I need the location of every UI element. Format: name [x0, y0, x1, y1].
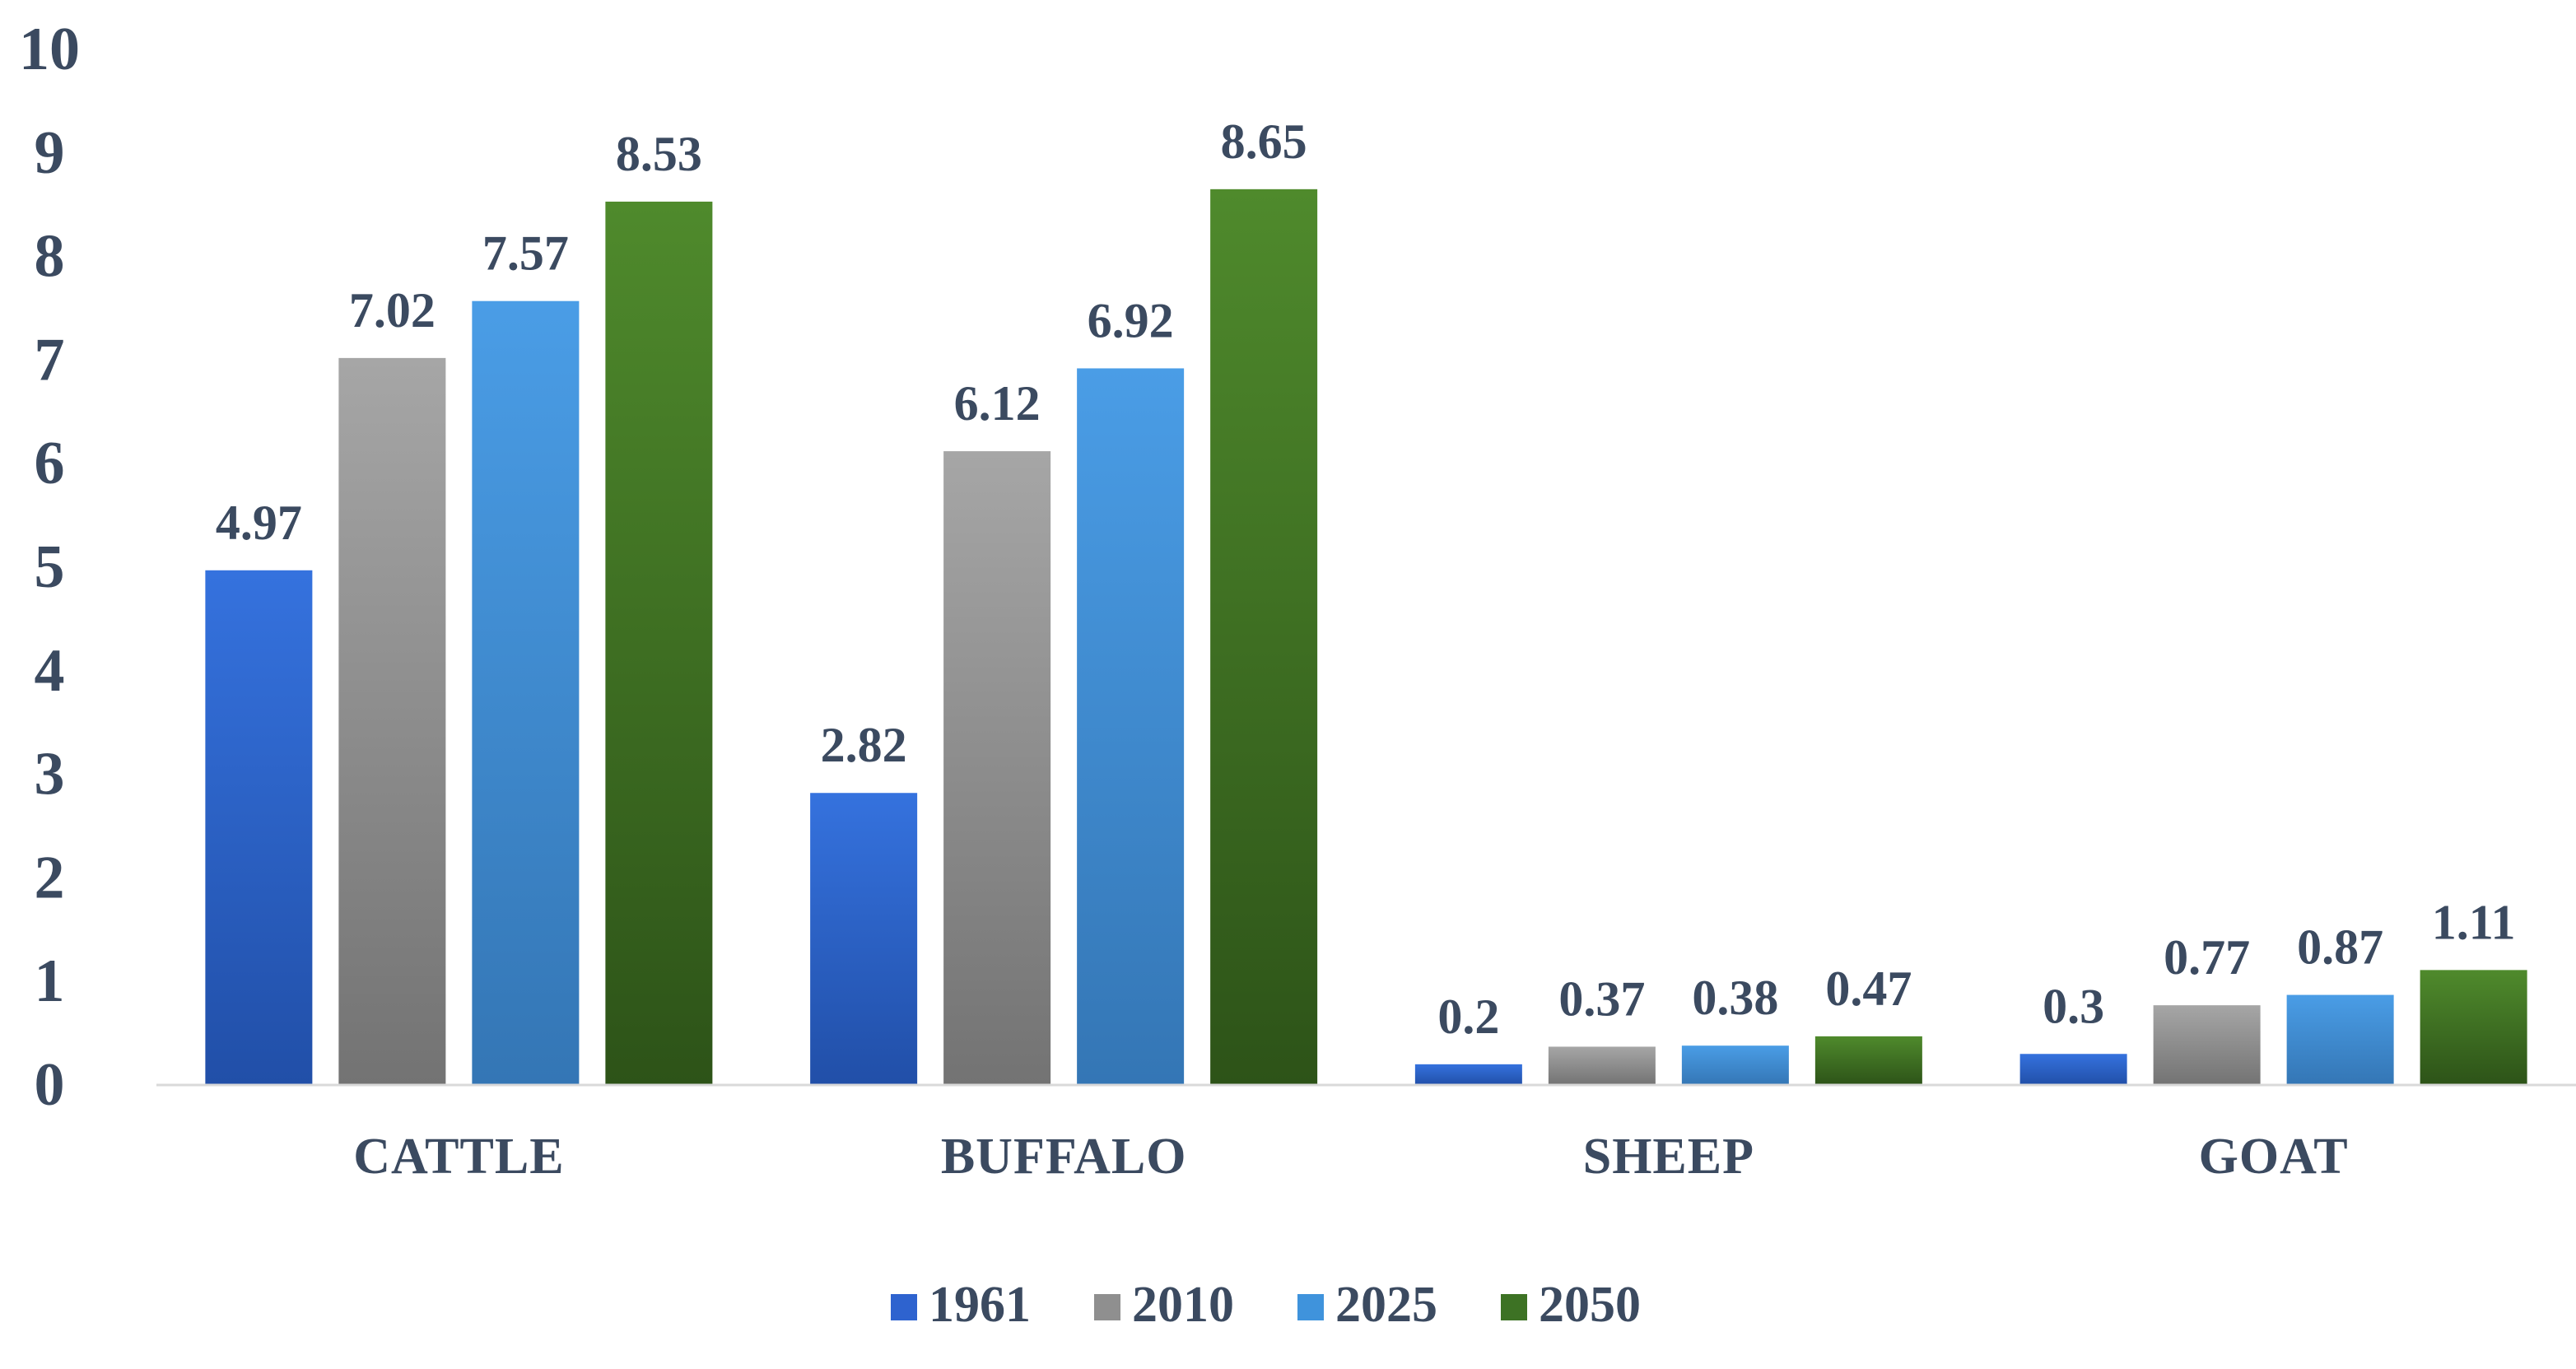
- bar-buffalo-1961: [810, 793, 918, 1085]
- y-tick-label: 2: [35, 844, 65, 911]
- y-tick-label: 3: [35, 741, 65, 808]
- bar-sheep-2025: [1681, 1045, 1789, 1085]
- bar-sheep-1961: [1414, 1064, 1522, 1085]
- y-tick-label: 0: [35, 1051, 65, 1119]
- bar-buffalo-2010: [943, 451, 1051, 1085]
- y-tick-label: 7: [35, 326, 65, 393]
- legend-swatch-1961: [891, 1294, 917, 1320]
- bar-goat-2010: [2153, 1005, 2261, 1085]
- legend-label-2050: 2050: [1539, 1277, 1641, 1333]
- data-label-goat-2050: 1.11: [2432, 895, 2516, 949]
- x-category-label: CATTLE: [353, 1129, 564, 1185]
- y-tick-label: 8: [35, 223, 65, 291]
- bar-buffalo-2050: [1210, 189, 1318, 1086]
- x-axis: CATTLE BUFFALO SHEEP GOAT: [353, 1129, 2349, 1185]
- data-label-cattle-1961: 4.97: [216, 496, 302, 550]
- data-label-buffalo-1961: 2.82: [821, 718, 907, 772]
- data-label-buffalo-2010: 6.12: [954, 376, 1041, 431]
- data-label-cattle-2050: 8.53: [616, 127, 702, 181]
- data-label-cattle-2010: 7.02: [349, 283, 436, 338]
- data-label-sheep-2010: 0.37: [1558, 971, 1645, 1026]
- bar-buffalo-2025: [1077, 368, 1185, 1085]
- legend-label-1961: 1961: [929, 1277, 1031, 1333]
- bar-sheep-2050: [1814, 1036, 1922, 1085]
- data-labels-group: 4.97 7.02 7.57 8.53 2.82 6.12 6.92 8.65 0.2 0.37 0…: [216, 114, 2516, 1044]
- y-tick-label: 5: [35, 533, 65, 601]
- legend: 1961 2010 2025 2050: [891, 1277, 1641, 1333]
- legend-label-2010: 2010: [1132, 1277, 1234, 1333]
- y-tick-label: 1: [35, 948, 65, 1015]
- data-label-goat-2010: 0.77: [2164, 930, 2250, 985]
- y-tick-label: 6: [35, 430, 65, 497]
- legend-swatch-2025: [1297, 1294, 1324, 1320]
- bar-cattle-1961: [205, 570, 313, 1085]
- bar-cattle-2010: [338, 357, 446, 1085]
- legend-label-2025: 2025: [1335, 1277, 1437, 1333]
- data-label-goat-1961: 0.3: [2043, 979, 2104, 1033]
- bar-cattle-2050: [605, 201, 713, 1085]
- y-tick-label: 10: [19, 16, 80, 83]
- y-tick-label: 9: [35, 119, 65, 187]
- data-label-sheep-1961: 0.2: [1437, 989, 1499, 1044]
- x-category-label: BUFFALO: [941, 1129, 1187, 1185]
- bars-group: [205, 189, 2527, 1086]
- data-label-buffalo-2025: 6.92: [1088, 293, 1174, 347]
- data-label-sheep-2025: 0.38: [1692, 971, 1778, 1025]
- x-category-label: SHEEP: [1583, 1129, 1754, 1185]
- y-axis: 0 1 2 3 4 5 6 7 8 9 10: [19, 16, 80, 1119]
- bar-goat-2050: [2420, 970, 2527, 1085]
- bar-sheep-2010: [1548, 1046, 1656, 1085]
- legend-swatch-2010: [1094, 1294, 1120, 1320]
- bar-cattle-2025: [472, 300, 580, 1086]
- data-label-cattle-2025: 7.57: [482, 226, 569, 281]
- bar-goat-2025: [2286, 994, 2394, 1085]
- bar-goat-1961: [2019, 1054, 2127, 1085]
- data-label-buffalo-2050: 8.65: [1221, 114, 1307, 169]
- x-category-label: GOAT: [2199, 1129, 2349, 1185]
- legend-swatch-2050: [1501, 1294, 1527, 1320]
- y-tick-label: 4: [35, 637, 65, 705]
- data-label-goat-2025: 0.87: [2297, 920, 2383, 975]
- data-label-sheep-2050: 0.47: [1825, 962, 1912, 1016]
